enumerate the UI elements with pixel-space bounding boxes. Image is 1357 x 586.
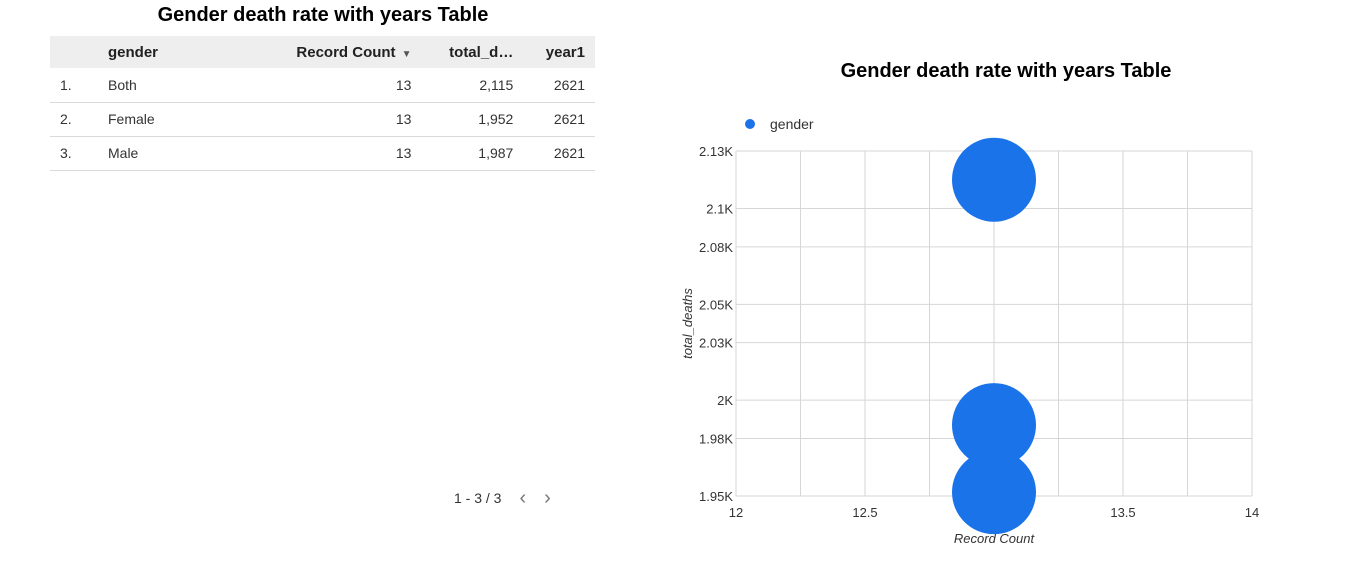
table-row: 1. Both 13 2,115 2621 — [50, 68, 595, 102]
pagination: 1 - 3 / 3 ‹ › — [454, 488, 551, 508]
table-panel: Gender death rate with years Table gende… — [50, 0, 596, 581]
table-row: 3. Male 13 1,987 2621 — [50, 136, 595, 170]
header-total-deaths-label: total_d… — [449, 43, 514, 61]
header-record-count[interactable]: Record Count ▼ — [258, 36, 421, 68]
header-year[interactable]: year1 — [523, 36, 595, 68]
header-gender-label: gender — [108, 43, 159, 61]
x-tick-label: 13.5 — [1110, 505, 1135, 520]
data-point — [952, 383, 1036, 468]
chart-title: Gender death rate with years Table — [841, 60, 1172, 82]
y-tick-label: 2.03K — [699, 336, 733, 351]
chart-panel: Gender death rate with years Table gender… — [660, 0, 1357, 581]
header-record-count-label: Record Count — [296, 43, 396, 61]
legend-marker — [745, 119, 755, 129]
cell-gender: Both — [108, 76, 137, 93]
x-tick-label: 12.5 — [852, 505, 877, 520]
legend-label: gender — [770, 116, 814, 132]
cell-year: 2621 — [553, 145, 585, 161]
cell-year: 2621 — [553, 111, 585, 127]
row-index: 2. — [60, 111, 72, 127]
y-tick-label: 2.08K — [699, 240, 733, 255]
x-tick-label: 14 — [1245, 505, 1259, 520]
header-index — [50, 36, 98, 68]
header-total-deaths[interactable]: total_d… — [421, 36, 523, 68]
header-gender[interactable]: gender — [98, 36, 258, 68]
chevron-left-icon[interactable]: ‹ — [519, 487, 527, 509]
cell-gender: Male — [108, 145, 139, 161]
y-axis-label: total_deaths — [680, 288, 695, 359]
cell-total-deaths: 2,115 — [479, 76, 514, 93]
data-point — [952, 137, 1036, 222]
header-year-label: year1 — [545, 43, 585, 61]
x-axis-label: Record Count — [954, 531, 1036, 546]
data-point — [952, 450, 1036, 535]
chevron-right-icon[interactable]: › — [544, 487, 551, 509]
cell-total-deaths: 1,987 — [478, 145, 514, 161]
data-table: gender Record Count ▼ total_d… year1 1. B… — [50, 36, 595, 171]
table-title: Gender death rate with years Table — [157, 4, 489, 26]
y-tick-label: 1.95K — [699, 489, 733, 504]
y-tick-label: 2.13K — [699, 144, 733, 159]
cell-record-count: 13 — [395, 76, 412, 93]
table-row: 2. Female 13 1,952 2621 — [50, 102, 595, 136]
pagination-label: 1 - 3 / 3 — [454, 490, 502, 506]
row-index: 1. — [60, 76, 72, 93]
sort-descending-icon[interactable]: ▼ — [401, 48, 412, 60]
cell-record-count: 13 — [395, 111, 412, 127]
y-tick-label: 2.1K — [706, 202, 733, 217]
row-index: 3. — [60, 145, 72, 161]
cell-gender: Female — [108, 111, 155, 127]
cell-year: 2621 — [553, 76, 585, 93]
cell-record-count: 13 — [395, 145, 412, 161]
y-tick-label: 1.98K — [699, 432, 733, 447]
table-header-row: gender Record Count ▼ total_d… year1 — [50, 36, 595, 68]
cell-total-deaths: 1,952 — [478, 111, 514, 127]
scatter-chart: Gender death rate with years Table gender… — [680, 60, 1259, 546]
y-tick-label: 2K — [717, 393, 733, 408]
y-tick-label: 2.05K — [699, 297, 733, 312]
x-tick-label: 12 — [729, 505, 743, 520]
